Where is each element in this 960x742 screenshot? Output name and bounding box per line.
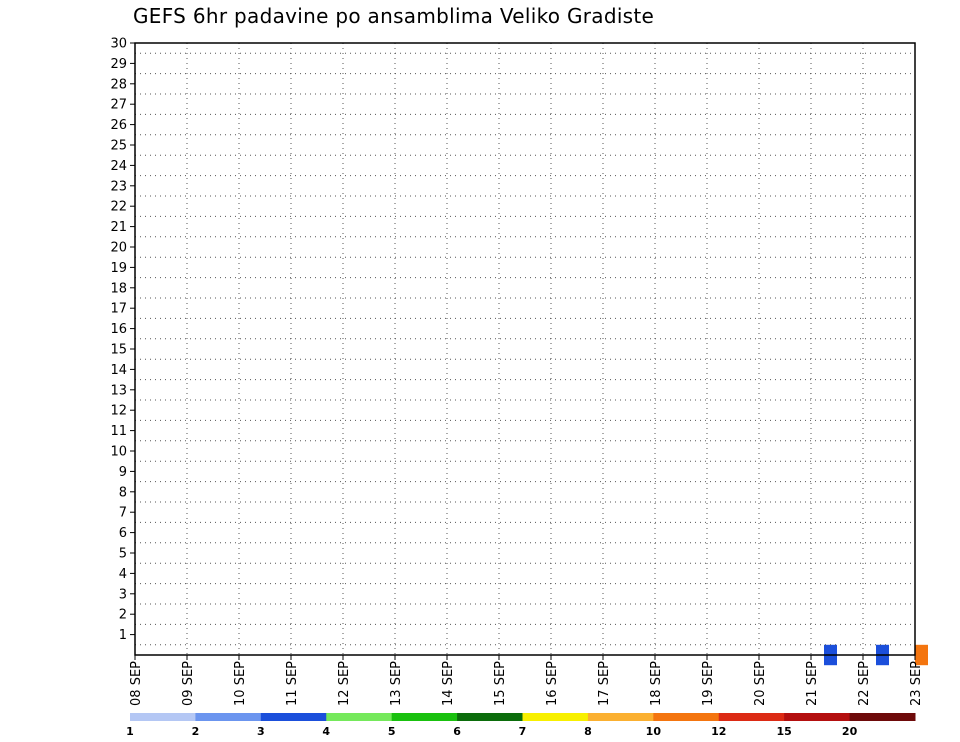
x-axis: 08 SEP 09 SEP 10 SEP 11 SEP 12 SEP 13 SEP 14 S… (129, 655, 924, 706)
legend-label: 4 (322, 725, 330, 738)
y-tick-label: 11 (110, 424, 127, 439)
legend-label: 10 (646, 725, 662, 738)
y-tick-label: 27 (110, 98, 127, 113)
grid-lines (135, 43, 915, 655)
x-tick-label: 08 SEP (129, 661, 144, 706)
legend-swatch (587, 713, 654, 721)
x-tick-label: 10 SEP (233, 661, 248, 706)
precip-cell (915, 644, 928, 666)
y-tick-label: 22 (110, 200, 127, 215)
y-tick-label: 30 (110, 37, 127, 52)
x-tick-label: 14 SEP (441, 661, 456, 706)
legend-label: 12 (711, 725, 726, 738)
x-tick-label: 09 SEP (181, 661, 196, 706)
legend-label: 1 (126, 725, 134, 738)
x-tick-label: 11 SEP (285, 661, 300, 706)
y-tick-label: 20 (110, 241, 127, 256)
y-tick-label: 7 (119, 506, 127, 521)
legend-swatch (391, 713, 458, 721)
y-tick-label: 23 (110, 179, 127, 194)
legend-swatch (130, 713, 196, 721)
legend-swatch (522, 713, 589, 721)
x-tick-label: 18 SEP (649, 661, 664, 706)
y-tick-label: 18 (110, 281, 127, 296)
y-tick-label: 2 (119, 608, 127, 623)
legend-swatch (457, 713, 523, 721)
x-tick-label: 21 SEP (805, 661, 820, 706)
x-tick-label: 17 SEP (597, 661, 612, 706)
y-tick-label: 16 (110, 322, 127, 337)
y-tick-label: 8 (119, 485, 127, 500)
legend-label: 2 (192, 725, 200, 738)
y-tick-label: 6 (119, 526, 127, 541)
legend-label: 8 (584, 725, 592, 738)
precip-cells (824, 644, 928, 666)
y-tick-label: 15 (110, 343, 127, 358)
legend-label: 20 (842, 725, 858, 738)
y-tick-label: 19 (110, 261, 127, 276)
x-tick-label: 20 SEP (753, 661, 768, 706)
legend-swatch (326, 713, 393, 721)
x-tick-label: 22 SEP (857, 661, 872, 706)
y-tick-label: 3 (119, 587, 127, 602)
color-legend: 1 2 3 4 5 6 7 8 10 12 15 20 (126, 713, 916, 738)
y-tick-label: 5 (119, 547, 127, 562)
legend-swatch (260, 713, 327, 721)
y-tick-label: 10 (110, 445, 127, 460)
legend-swatch (195, 713, 262, 721)
y-tick-label: 28 (110, 77, 127, 92)
y-axis: 1234567891011121314151617181920212223242… (110, 37, 135, 643)
y-tick-label: 14 (110, 363, 127, 378)
legend-label: 3 (257, 725, 265, 738)
legend-label: 15 (777, 725, 792, 738)
x-tick-label: 19 SEP (701, 661, 716, 706)
legend-swatch (784, 713, 851, 721)
x-tick-label: 23 SEP (909, 661, 924, 706)
y-tick-label: 4 (119, 567, 127, 582)
y-tick-label: 29 (110, 57, 127, 72)
legend-swatch (653, 713, 720, 721)
x-tick-label: 16 SEP (545, 661, 560, 706)
legend-label: 5 (388, 725, 396, 738)
y-tick-label: 21 (110, 220, 127, 235)
chart-title: GEFS 6hr padavine po ansamblima Veliko G… (133, 4, 655, 28)
legend-swatch (849, 713, 916, 721)
y-tick-label: 26 (110, 118, 127, 133)
y-tick-label: 12 (110, 404, 127, 419)
y-tick-label: 1 (119, 628, 127, 643)
x-tick-label: 15 SEP (493, 661, 508, 706)
legend-label: 7 (519, 725, 527, 738)
x-tick-label: 13 SEP (389, 661, 404, 706)
y-tick-label: 9 (119, 465, 127, 480)
x-tick-label: 12 SEP (337, 661, 352, 706)
y-tick-label: 25 (110, 139, 127, 154)
y-tick-label: 24 (110, 159, 127, 174)
y-tick-label: 17 (110, 302, 127, 317)
y-tick-label: 13 (110, 383, 127, 398)
legend-swatch (718, 713, 785, 721)
legend-label: 6 (453, 725, 461, 738)
